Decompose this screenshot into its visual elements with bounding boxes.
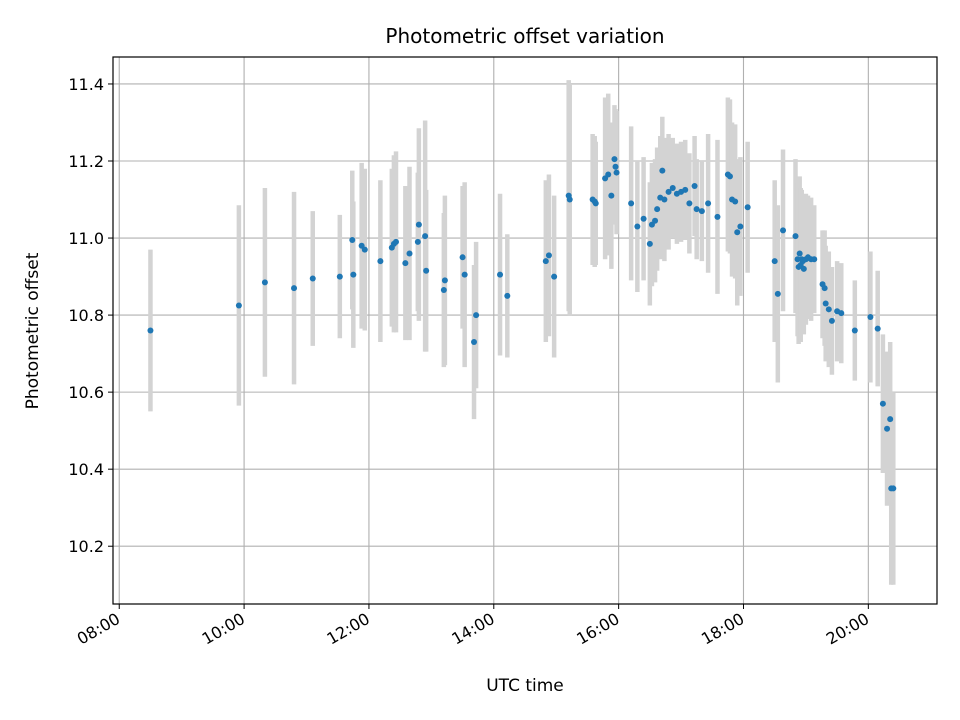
data-point	[665, 188, 672, 195]
data-point	[661, 196, 668, 203]
data-point	[291, 285, 298, 292]
data-point	[608, 192, 615, 199]
data-point	[441, 277, 448, 284]
data-point	[884, 425, 891, 432]
data-point	[147, 327, 154, 334]
data-point	[874, 325, 881, 332]
plot-frame	[112, 56, 938, 605]
data-point	[732, 198, 739, 205]
data-point	[566, 196, 573, 203]
data-point	[628, 200, 635, 207]
data-point	[471, 339, 478, 346]
data-point	[669, 184, 676, 191]
y-tick-label: 10.2	[68, 537, 104, 556]
data-point	[825, 306, 832, 313]
data-point	[542, 258, 549, 265]
data-point	[828, 317, 835, 324]
data-point	[612, 163, 619, 170]
data-point	[261, 279, 268, 286]
data-point	[350, 271, 357, 278]
data-point	[714, 213, 721, 220]
data-point	[800, 265, 807, 272]
data-point	[705, 200, 712, 207]
y-axis: 10.2 10.4 10.6 10.8 11.0 11.2 11.4	[68, 75, 113, 556]
data-point	[822, 300, 829, 307]
data-point	[640, 215, 647, 222]
data-point	[497, 271, 504, 278]
y-tick-label: 10.6	[68, 383, 104, 402]
data-point	[415, 221, 422, 228]
data-point	[811, 256, 818, 263]
data-point	[659, 167, 666, 174]
data-point	[646, 240, 653, 247]
y-tick-label: 11.0	[68, 229, 104, 248]
data-point	[780, 227, 787, 234]
data-point	[634, 223, 641, 230]
data-point	[726, 173, 733, 180]
data-point	[796, 250, 803, 257]
data-point	[838, 310, 845, 317]
data-point	[652, 217, 659, 224]
data-point	[698, 208, 705, 215]
data-point	[349, 236, 356, 243]
data-point	[605, 171, 612, 178]
data-point	[792, 233, 799, 240]
x-axis-title: UTC time	[486, 676, 564, 696]
data-point	[794, 256, 801, 263]
y-tick-label: 11.4	[68, 75, 104, 94]
data-point	[879, 400, 886, 407]
data-point	[890, 485, 897, 492]
data-point	[406, 250, 413, 257]
data-points	[147, 156, 897, 492]
data-point	[402, 260, 409, 267]
data-point	[821, 285, 828, 292]
data-point	[887, 416, 894, 423]
grid	[113, 57, 937, 604]
data-point	[361, 246, 368, 253]
data-point	[545, 252, 552, 259]
data-point	[423, 267, 430, 274]
data-point	[734, 229, 741, 236]
data-point	[613, 169, 620, 176]
data-point	[693, 206, 700, 213]
y-tick-label: 11.2	[68, 152, 104, 171]
data-point	[459, 254, 466, 261]
data-point	[686, 200, 693, 207]
data-point	[682, 186, 689, 193]
data-point	[392, 238, 399, 245]
data-point	[504, 292, 511, 299]
data-point	[654, 206, 661, 213]
data-point	[691, 183, 698, 190]
data-point	[336, 273, 343, 280]
data-point	[744, 204, 751, 211]
data-point	[422, 233, 429, 240]
y-tick-label: 10.8	[68, 306, 104, 325]
y-tick-label: 10.4	[68, 460, 104, 479]
chart-title: Photometric offset variation	[385, 24, 664, 48]
data-point	[851, 327, 858, 334]
data-point	[235, 302, 242, 309]
data-point	[771, 258, 778, 265]
data-point	[867, 314, 874, 321]
data-point	[414, 238, 421, 245]
data-point	[473, 312, 480, 319]
data-point	[737, 223, 744, 230]
y-axis-title: Photometric offset	[23, 252, 43, 409]
data-point	[461, 271, 468, 278]
data-point	[611, 156, 618, 163]
data-point	[309, 275, 316, 282]
data-point	[551, 273, 558, 280]
data-point	[377, 258, 384, 265]
data-point	[592, 200, 599, 207]
data-point	[774, 290, 781, 297]
data-point	[440, 287, 447, 294]
